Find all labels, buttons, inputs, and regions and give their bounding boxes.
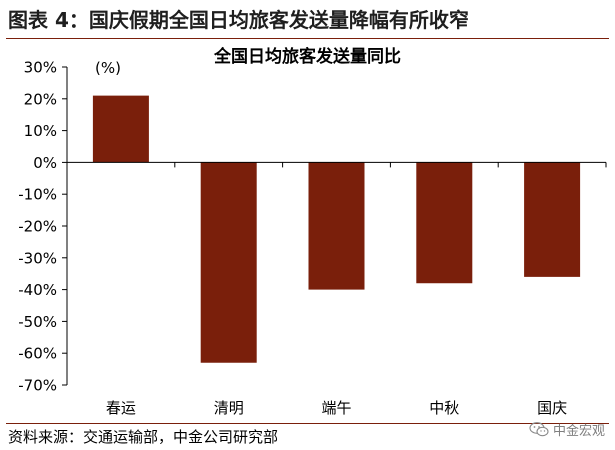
y-tick-label: 20% — [24, 90, 57, 108]
y-tick-label: -70% — [18, 377, 57, 395]
y-tick-label: 30% — [24, 59, 57, 77]
category-label: 清明 — [214, 399, 244, 417]
y-tick-label: -60% — [18, 345, 57, 363]
category-label: 中秋 — [429, 399, 459, 417]
unit-label: (%) — [95, 59, 121, 77]
bar-5 — [524, 162, 581, 277]
y-tick-label: -10% — [18, 186, 57, 204]
watermark: 中金宏观 — [529, 420, 605, 439]
bar-2 — [200, 162, 257, 363]
bar-4 — [416, 162, 473, 284]
y-tick-label: -50% — [18, 313, 57, 331]
y-tick-label: 0% — [33, 154, 57, 172]
y-tick-label: -30% — [18, 249, 57, 267]
y-tick-label: -40% — [18, 281, 57, 299]
watermark-label: 中金宏观 — [552, 424, 605, 439]
chart-title: 全国日均旅客发送量同比 — [214, 47, 401, 67]
top-divider — [6, 38, 609, 39]
category-label: 春运 — [106, 399, 136, 417]
source-note: 资料来源：交通运输部，中金公司研究部 — [8, 428, 279, 446]
category-label: 端午 — [321, 399, 351, 417]
bar-3 — [308, 162, 365, 290]
y-tick-label: 10% — [24, 122, 57, 140]
bottom-divider — [6, 423, 609, 424]
category-label: 国庆 — [537, 399, 567, 417]
bar-1 — [92, 95, 149, 163]
y-tick-label: -20% — [18, 218, 57, 236]
figure-title: 图表 4：国庆假期全国日均旅客发送量降幅有所收窄 — [8, 8, 469, 32]
wechat-icon — [529, 422, 549, 437]
